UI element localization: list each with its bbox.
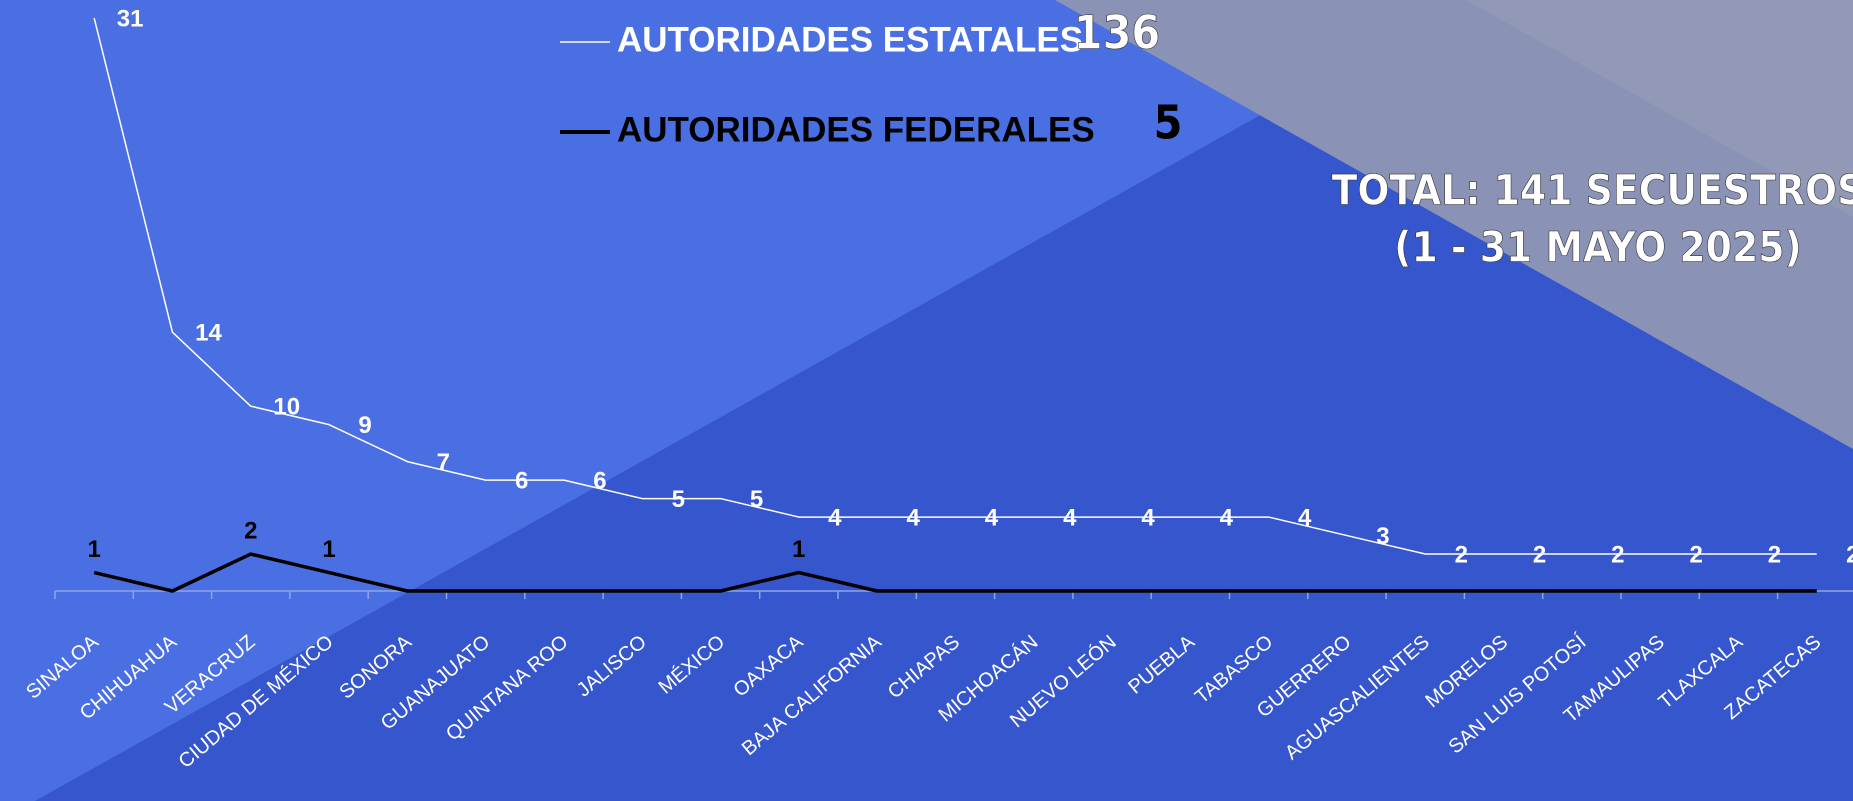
data-label: 4	[1298, 504, 1312, 531]
data-label: 2	[1846, 541, 1853, 568]
data-label: 4	[828, 504, 842, 531]
data-label: 9	[358, 412, 371, 439]
data-label: 5	[672, 486, 685, 513]
data-label: 3	[1376, 523, 1389, 550]
data-label: 2	[1533, 541, 1546, 568]
data-label: 1	[87, 536, 100, 563]
data-label: 5	[750, 486, 763, 513]
data-label: 4	[1063, 504, 1077, 531]
background-corner-light	[1466, 0, 1853, 217]
legend-total: 136	[1074, 6, 1160, 60]
data-label: 14	[195, 320, 222, 347]
series-line	[93, 552, 1817, 593]
data-label: 2	[1689, 541, 1702, 568]
data-label: 6	[515, 467, 528, 494]
background-shade	[35, 0, 1853, 801]
data-label: 4	[906, 504, 920, 531]
data-label: 4	[985, 504, 999, 531]
data-label: 4	[1220, 504, 1234, 531]
data-label: 2	[1768, 541, 1781, 568]
series-line	[93, 17, 1817, 555]
data-label: 31	[117, 5, 144, 32]
data-label: 6	[593, 467, 606, 494]
background-corner	[1055, 0, 1853, 449]
chart-title: TOTAL: 141 SECUESTROS	[1332, 166, 1853, 215]
legend-total: 5	[1154, 96, 1183, 150]
legend-label: AUTORIDADES FEDERALES	[617, 110, 1095, 149]
data-label: 1	[792, 536, 805, 563]
data-label: 2	[1611, 541, 1624, 568]
data-label: 2	[244, 517, 257, 544]
data-label: 2	[1455, 541, 1468, 568]
data-label: 10	[273, 394, 300, 421]
legend-label: AUTORIDADES ESTATALES	[617, 20, 1083, 59]
data-label: 7	[437, 449, 450, 476]
data-label: 4	[1141, 504, 1155, 531]
chart-subtitle: (1 - 31 MAYO 2025)	[1394, 223, 1802, 272]
data-label: 1	[322, 536, 335, 563]
